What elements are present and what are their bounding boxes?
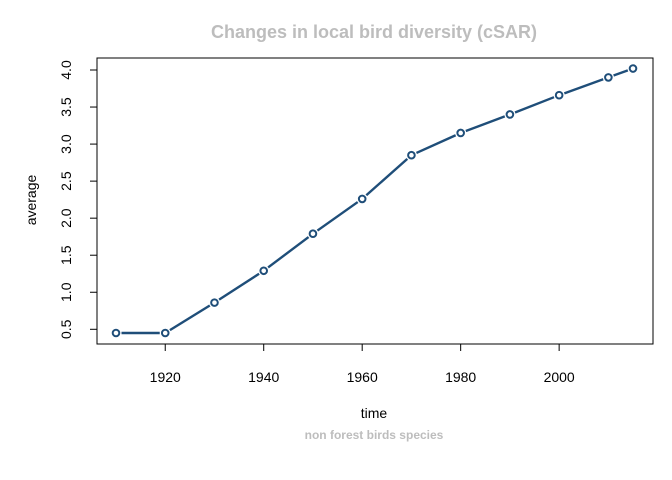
data-point — [308, 229, 318, 239]
data-point — [604, 73, 613, 82]
data-point — [407, 150, 416, 160]
series-line-segment — [316, 201, 359, 232]
data-point — [111, 328, 121, 338]
y-axis-title: average — [23, 174, 39, 225]
data-point — [505, 110, 515, 119]
x-tick-label: 1940 — [248, 369, 279, 385]
plot-frame — [96, 57, 654, 345]
series-line-segment — [267, 236, 310, 269]
series-line-segment — [218, 272, 260, 301]
series-line-segment — [415, 134, 457, 155]
data-point — [210, 298, 219, 307]
y-tick-label: 0.5 — [58, 319, 74, 339]
data-point — [456, 128, 465, 138]
data-point — [357, 194, 367, 204]
y-tick-label: 1.0 — [58, 282, 74, 302]
y-tick-label: 3.5 — [58, 97, 74, 117]
series-line-segment — [465, 115, 506, 133]
series-line-segment — [169, 304, 211, 332]
y-tick-label: 2.0 — [58, 208, 74, 228]
series-line-segment — [365, 157, 409, 197]
y-tick-label: 3.0 — [58, 134, 74, 154]
x-axis: 1920 1940 1960 1980 2000 — [150, 344, 575, 385]
y-tick-label: 1.5 — [58, 245, 74, 265]
data-point — [628, 64, 638, 73]
x-tick-label: 1980 — [445, 369, 476, 385]
data-point — [554, 90, 564, 100]
series-line-segment — [514, 96, 555, 114]
x-axis-title: time — [361, 405, 388, 421]
x-tick-label: 2000 — [544, 369, 575, 385]
x-tick-label: 1960 — [347, 369, 378, 385]
series-line-segment — [613, 69, 629, 77]
chart-subtitle: non forest birds species — [305, 428, 444, 442]
chart-title: Changes in local bird diversity (cSAR) — [211, 22, 537, 42]
series-line-segment — [563, 78, 604, 95]
x-tick-label: 1920 — [150, 369, 181, 385]
y-tick-label: 4.0 — [58, 60, 74, 80]
y-axis: 0.5 1.0 1.5 2.0 2.5 3.0 3.5 4.0 — [58, 60, 97, 339]
data-point — [259, 266, 269, 276]
series-layer — [111, 64, 638, 338]
y-tick-label: 2.5 — [58, 171, 74, 191]
data-point — [160, 328, 170, 338]
